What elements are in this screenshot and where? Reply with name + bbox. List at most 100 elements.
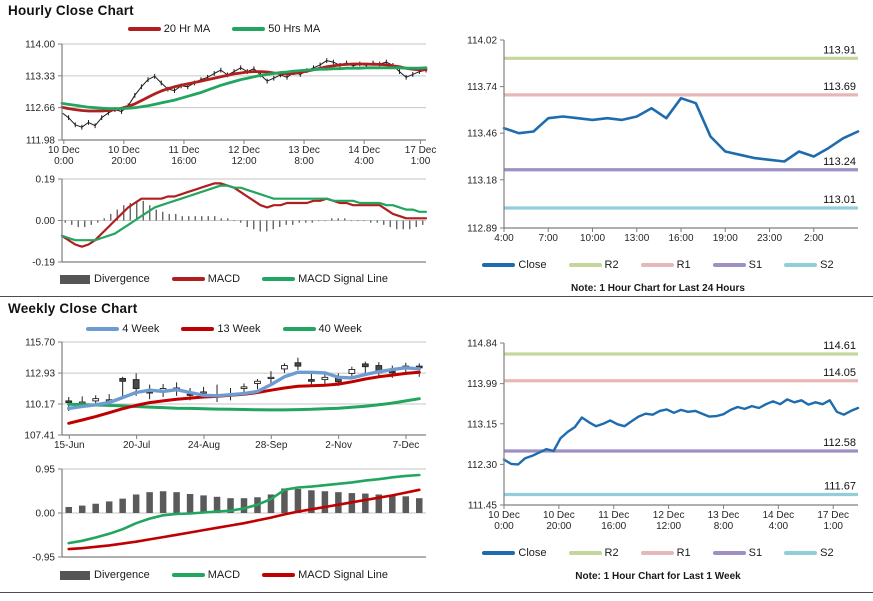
legend-item-divergence: Divergence [60,273,150,285]
svg-text:111.67: 111.67 [824,480,856,492]
svg-text:13:00: 13:00 [624,233,649,244]
svg-text:113.24: 113.24 [823,156,856,168]
hourly-pivot-note: Note: 1 Hour Chart for Last 24 Hours [571,283,745,294]
legend-item-divergence: Divergence [60,569,150,581]
line-swatch-icon [86,327,120,331]
svg-text:112.66: 112.66 [25,103,55,114]
weekly-section: Weekly Close Chart 4 Week 13 Week 40 Week … [0,297,873,593]
svg-text:114.02: 114.02 [467,36,497,47]
line-swatch-icon [171,277,205,281]
svg-text:113.33: 113.33 [25,71,55,82]
hourly-section: Hourly Close Chart 20 Hr MA 50 Hrs MA 114… [0,0,873,297]
svg-text:113.99: 113.99 [467,379,497,390]
svg-text:15-Jun: 15-Jun [54,440,85,451]
legend-label: S2 [820,547,834,559]
line-swatch-icon [482,263,516,267]
svg-text:0.95: 0.95 [36,465,56,476]
weekly-macd-legend: Divergence MACD MACD Signal Line [12,569,436,581]
legend-label: R1 [676,259,691,271]
legend-item-40-week: 40 Week [282,323,362,335]
svg-text:113.69: 113.69 [823,81,856,93]
hourly-macd-legend: Divergence MACD MACD Signal Line [12,273,436,285]
legend-item-s2: S2 [784,547,834,559]
svg-text:28-Sep: 28-Sep [255,440,288,451]
line-swatch-icon [282,327,316,331]
legend-label: Divergence [94,569,150,581]
legend-item-r1: R1 [640,259,691,271]
legend-item-macd: MACD [171,569,241,581]
svg-text:112.93: 112.93 [25,369,55,380]
line-swatch-icon [568,551,602,555]
legend-item-r2: R2 [568,259,619,271]
svg-text:7:00: 7:00 [539,233,559,244]
legend-label: MACD Signal Line [298,569,388,581]
bar-swatch-icon [60,570,91,580]
hourly-pivot-chart: 113.91 113.69 113.24 113.01 114.02 113.74 113.… [467,36,860,244]
svg-text:115.70: 115.70 [25,338,55,349]
line-swatch-icon [640,263,674,267]
weekly-pivot-note: Note: 1 Hour Chart for Last 1 Week [575,571,741,582]
svg-text:111.98: 111.98 [26,136,56,147]
svg-text:4:00: 4:00 [494,233,514,244]
line-swatch-icon [171,573,205,577]
svg-text:110.17: 110.17 [25,400,55,411]
svg-text:113.18: 113.18 [467,175,497,186]
line-swatch-icon [262,573,296,577]
svg-text:113.74: 113.74 [467,82,497,93]
line-swatch-icon [640,551,674,555]
legend-label: 4 Week [122,323,160,335]
svg-text:10:00: 10:00 [580,233,605,244]
svg-text:0.19: 0.19 [36,175,56,186]
legend-item-r1: R1 [640,547,691,559]
svg-text:24-Aug: 24-Aug [188,440,220,451]
line-swatch-icon [784,263,818,267]
legend-item-20-hr-ma: 20 Hr MA [127,23,211,35]
hourly-macd-chart: 0.19 0.00 -0.19 [32,175,428,269]
svg-text:114.84: 114.84 [467,339,497,350]
hourly-pivot-legend: Close R2 R1 S1 S2 [448,259,868,271]
line-swatch-icon [181,327,215,331]
legend-label: Close [518,259,547,271]
svg-text:112.58: 112.58 [823,437,856,449]
legend-label: S1 [748,547,763,559]
legend-item-macd: MACD [171,273,241,285]
line-swatch-icon [712,263,746,267]
hourly-ma-legend: 20 Hr MA 50 Hrs MA [12,23,436,35]
legend-label: MACD [207,273,241,285]
legend-item-50-hrs-ma: 50 Hrs MA [232,23,320,35]
legend-label: 20 Hr MA [163,23,211,35]
svg-text:114.00: 114.00 [25,40,55,51]
line-swatch-icon [568,263,602,267]
legend-label: MACD [207,569,241,581]
svg-text:20-Jul: 20-Jul [123,440,150,451]
svg-text:-0.19: -0.19 [32,258,55,269]
legend-item-close: Close [482,259,547,271]
svg-text:2-Nov: 2-Nov [325,440,352,451]
legend-label: 40 Week [318,323,362,335]
legend-label: Close [518,547,547,559]
line-swatch-icon [127,27,161,31]
line-swatch-icon [784,551,818,555]
legend-label: 50 Hrs MA [268,23,321,35]
legend-item-13-week: 13 Week [181,323,261,335]
line-swatch-icon [232,27,266,31]
hourly-chart-title: Hourly Close Chart [8,3,134,18]
bar-swatch-icon [60,274,91,284]
svg-text:107.41: 107.41 [24,431,55,442]
svg-text:16:00: 16:00 [668,233,693,244]
svg-text:7-Dec: 7-Dec [393,440,420,451]
legend-label: Divergence [94,273,150,285]
line-swatch-icon [262,277,296,281]
legend-label: S1 [748,259,763,271]
svg-text:23:00: 23:00 [757,233,782,244]
legend-label: R2 [604,547,619,559]
